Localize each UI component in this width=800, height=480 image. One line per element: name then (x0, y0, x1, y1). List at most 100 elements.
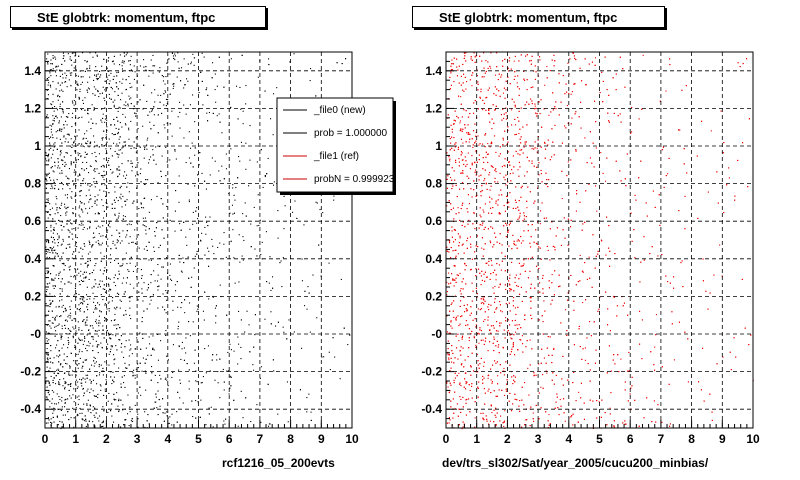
data-point (310, 419, 312, 421)
data-point (81, 382, 83, 384)
data-point (65, 212, 67, 214)
data-point (78, 363, 80, 365)
data-point (536, 147, 538, 149)
data-point (57, 340, 59, 342)
data-point (308, 393, 310, 395)
data-point (74, 268, 76, 270)
data-point (49, 282, 51, 284)
data-point (115, 247, 117, 249)
data-point (58, 272, 60, 274)
data-point (156, 222, 158, 224)
data-point (152, 335, 154, 337)
data-point (99, 286, 101, 288)
data-point (128, 223, 130, 225)
data-point (78, 55, 80, 57)
data-point (168, 58, 170, 60)
data-point (108, 301, 110, 303)
data-point (118, 154, 120, 156)
data-point (60, 116, 62, 118)
data-point (82, 161, 84, 163)
data-point (96, 181, 98, 183)
data-point (106, 87, 108, 89)
data-point (85, 381, 87, 383)
data-point (83, 319, 85, 321)
data-point (157, 182, 159, 184)
data-point (110, 345, 112, 347)
data-point (73, 171, 75, 173)
data-point (53, 391, 55, 393)
data-point (202, 104, 204, 106)
data-point (123, 62, 125, 64)
data-point (148, 159, 150, 161)
data-point (116, 143, 118, 145)
data-point (47, 84, 49, 86)
data-point (92, 406, 94, 408)
data-point (66, 152, 68, 154)
data-point (99, 93, 101, 95)
data-point (548, 414, 550, 416)
data-point (85, 142, 87, 144)
data-point (153, 114, 155, 116)
data-point (46, 353, 48, 355)
data-point (82, 365, 84, 367)
data-point (145, 245, 147, 247)
data-point (59, 384, 61, 386)
data-point (93, 414, 95, 416)
data-point (106, 231, 108, 233)
data-point (70, 155, 72, 157)
data-point (162, 306, 164, 308)
data-point (126, 224, 128, 226)
data-point (56, 393, 58, 395)
data-point (47, 62, 49, 64)
data-point (133, 200, 135, 202)
data-point (511, 109, 513, 111)
data-point (119, 265, 121, 267)
data-point (69, 145, 71, 147)
data-point (73, 426, 75, 428)
data-point (83, 297, 85, 299)
data-point (79, 349, 81, 351)
data-point (179, 397, 181, 399)
data-point (177, 328, 179, 330)
data-point (283, 228, 285, 230)
data-point (93, 108, 95, 110)
data-point (91, 104, 93, 106)
data-point (94, 200, 96, 202)
data-point (98, 344, 100, 346)
data-point (48, 320, 50, 322)
data-point (200, 399, 202, 401)
data-point (503, 367, 505, 369)
data-point (52, 170, 54, 172)
data-point (46, 180, 48, 182)
data-point (497, 181, 499, 183)
data-point (48, 82, 50, 84)
data-point (47, 332, 49, 334)
data-point (188, 201, 190, 203)
data-point (104, 100, 106, 102)
data-point (71, 374, 73, 376)
data-point (546, 66, 548, 68)
data-point (564, 420, 566, 422)
data-point (183, 58, 185, 60)
data-point (83, 178, 85, 180)
data-point (85, 271, 87, 273)
data-point (131, 86, 133, 88)
data-point (211, 359, 213, 361)
data-point (448, 272, 450, 274)
data-point (169, 274, 171, 276)
data-point (517, 116, 519, 118)
data-point (55, 383, 57, 385)
data-point (77, 83, 79, 85)
data-point (719, 244, 721, 246)
data-point (119, 236, 121, 238)
data-point (117, 175, 119, 177)
data-point (189, 302, 191, 304)
data-point (62, 160, 64, 162)
data-point (165, 175, 167, 177)
data-point (77, 144, 79, 146)
data-point (272, 276, 274, 278)
data-point (69, 72, 71, 74)
data-point (82, 248, 84, 250)
data-point (98, 329, 100, 331)
data-point (63, 262, 65, 264)
